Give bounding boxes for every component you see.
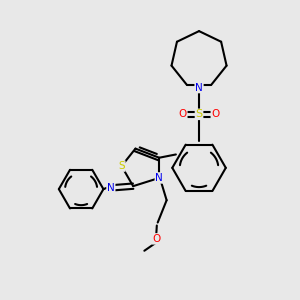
Text: S: S xyxy=(196,109,202,119)
Text: S: S xyxy=(118,161,125,171)
Text: N: N xyxy=(195,82,203,93)
Text: O: O xyxy=(211,109,220,119)
Text: N: N xyxy=(107,183,115,193)
Text: O: O xyxy=(152,234,160,244)
Text: N: N xyxy=(155,173,163,183)
Text: O: O xyxy=(178,109,187,119)
